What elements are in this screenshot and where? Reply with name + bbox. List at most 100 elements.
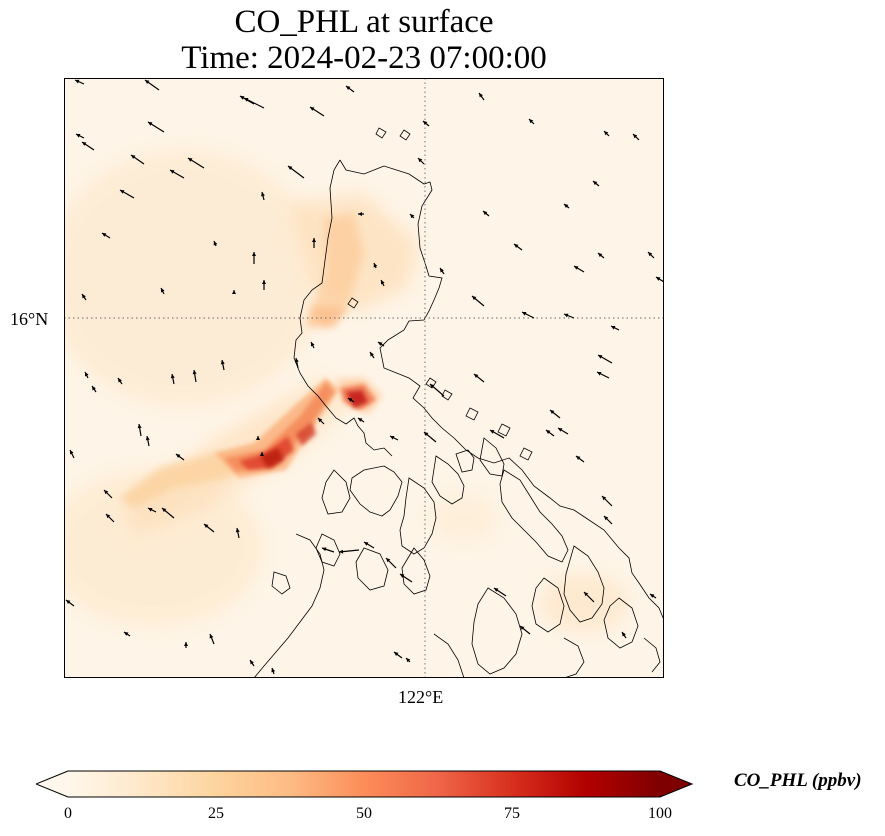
wind-arrow-head	[75, 79, 80, 84]
wind-arrow-head	[232, 290, 236, 294]
wind-arrow-head	[378, 342, 383, 346]
wind-arrow-head	[85, 372, 89, 377]
wind-arrow-head	[262, 280, 266, 284]
wind-arrow-head	[418, 158, 423, 163]
wind-arrow-head	[490, 430, 495, 434]
wind-arrow-head	[472, 296, 477, 301]
wind-arrow-head	[102, 233, 107, 237]
wind-arrow-head	[184, 642, 188, 646]
colorbar-tick-label: 75	[504, 805, 520, 822]
wind-arrow-head	[597, 372, 602, 376]
wind-arrow-head	[564, 204, 569, 209]
wind-arrow-head	[576, 456, 581, 460]
wind-arrow-head	[192, 370, 197, 375]
concentration-field	[64, 148, 629, 633]
wind-arrow-head	[364, 542, 369, 546]
wind-arrow-head	[318, 418, 323, 423]
wind-arrow-head	[145, 80, 150, 84]
map-subtitle-time: Time: 2024-02-23 07:00:00	[181, 40, 547, 76]
wind-arrow-head	[633, 134, 638, 139]
wind-arrow-head	[546, 430, 551, 434]
wind-arrow-head	[604, 516, 609, 521]
wind-arrow-head	[244, 98, 249, 102]
wind-arrow-head	[394, 652, 399, 656]
wind-arrow-head	[294, 358, 299, 363]
wind-arrow-head	[424, 432, 429, 437]
wind-arrow-head	[162, 508, 167, 513]
wind-arrow-head	[410, 214, 415, 219]
wind-arrow-head	[124, 632, 129, 636]
wind-arrow-head	[611, 326, 616, 330]
wind-arrow-head	[430, 384, 435, 389]
map-frame	[64, 78, 664, 678]
wind-arrow-head	[358, 418, 363, 422]
colorbar-gradient	[68, 771, 660, 797]
wind-arrow-head	[252, 252, 256, 256]
wind-arrow-head	[574, 266, 579, 270]
wind-arrow-head	[550, 410, 555, 415]
wind-arrow-head	[406, 658, 411, 663]
wind-arrow-head	[235, 528, 240, 533]
wind-arrow-head	[204, 524, 209, 529]
wind-arrow-head	[650, 594, 655, 598]
map-title: CO_PHL at surface	[234, 4, 494, 40]
wind-arrow-head	[514, 244, 519, 248]
wind-arrow-head	[261, 192, 265, 197]
wind-arrow-head	[137, 424, 142, 429]
wind-arrow-head	[311, 342, 315, 347]
wind-arrow-head	[598, 355, 603, 359]
wind-arrow-head	[288, 166, 293, 170]
wind-arrow-head	[213, 241, 218, 246]
wind-arrow-head	[494, 588, 499, 592]
wind-arrow-head	[161, 288, 165, 293]
wind-arrow-head	[522, 312, 527, 316]
wind-arrow-head	[346, 86, 351, 90]
wind-arrow-head	[120, 190, 125, 194]
wind-arrow-head	[390, 436, 395, 440]
colorbar-tick-label: 25	[208, 805, 224, 822]
wind-arrow-head	[76, 134, 81, 138]
wind-arrow-head	[148, 122, 153, 126]
wind-arrow-head	[131, 155, 136, 159]
longitude-tick-label: 122°E	[398, 687, 444, 707]
wind-arrow-head	[483, 211, 488, 216]
wind-arrow-head	[82, 294, 86, 299]
wind-arrow-head	[381, 280, 385, 285]
wind-arrow-head	[423, 121, 428, 126]
wind-arrow-head	[598, 253, 603, 258]
coastlines	[253, 127, 664, 678]
wind-arrow-head	[440, 268, 444, 273]
wind-arrow-head	[104, 490, 109, 495]
wind-arrow-head	[386, 558, 391, 563]
colorbar-extend-min	[36, 771, 68, 797]
wind-arrow-head	[370, 352, 374, 357]
latitude-tick-label: 16°N	[10, 309, 49, 329]
wind-arrow-head	[339, 549, 344, 554]
wind-arrow-head	[604, 131, 609, 136]
wind-arrow-head	[220, 360, 225, 365]
wind-arrow-head	[312, 238, 316, 242]
wind-arrow-head	[170, 374, 175, 379]
wind-arrow-head	[479, 93, 483, 98]
colorbar-title: CO_PHL (ppbv)	[734, 770, 862, 791]
colorbar-outline	[36, 770, 694, 798]
colorbar-tick-label: 50	[356, 805, 372, 822]
wind-arrow-head	[188, 158, 193, 162]
wind-arrow-head	[520, 626, 525, 631]
colorbar-extend-max	[660, 771, 692, 797]
wind-arrow-head	[322, 547, 327, 552]
wind-arrow-head	[558, 428, 563, 432]
wind-arrow-head	[584, 592, 589, 597]
colorbar	[36, 770, 694, 798]
wind-arrow-head	[106, 514, 111, 519]
wind-arrow-head	[209, 634, 214, 639]
wind-arrow-head	[118, 378, 122, 383]
wind-arrow-head	[656, 277, 661, 281]
wind-arrow-head	[240, 96, 245, 100]
wind-arrow-head	[593, 181, 598, 186]
wind-arrow-head	[474, 374, 479, 379]
wind-arrow-head	[250, 660, 254, 665]
wind-arrow-head	[400, 574, 405, 578]
wind-arrow-head	[70, 450, 74, 455]
wind-arrow-head	[622, 632, 626, 637]
